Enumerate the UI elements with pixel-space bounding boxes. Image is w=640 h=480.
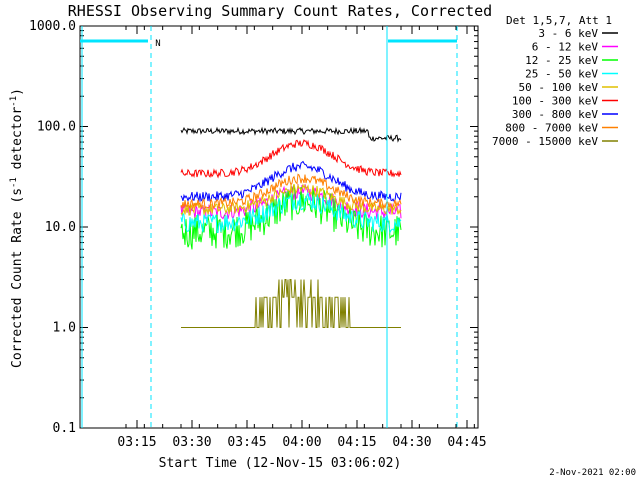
x-tick-label: 03:15: [117, 435, 156, 450]
series-line: [181, 279, 401, 328]
marker-n-label: N: [155, 39, 160, 49]
y-tick-label: 100.0: [37, 120, 76, 135]
series-line: [180, 173, 402, 210]
plot-area: 0.1 1.0 10.0 100.0 1000.0 03:15 03:30 03:45 04:0…: [29, 19, 487, 450]
footer-timestamp: 2-Nov-2021 02:00: [549, 468, 636, 478]
x-tick-label: 04:15: [337, 435, 376, 450]
legend-entry-label: 25 - 50 keV: [525, 68, 598, 81]
legend-entry-label: 12 - 25 keV: [525, 54, 598, 67]
y-tick-label: 10.0: [45, 220, 76, 235]
legend-entry-label: 50 - 100 keV: [519, 81, 599, 94]
legend-entry-label: 300 - 800 keV: [512, 108, 598, 121]
chart-title: RHESSI Observing Summary Count Rates, Co…: [68, 2, 492, 20]
series-line: [180, 160, 402, 203]
plot-frame: [79, 25, 479, 429]
legend-entry-label: 800 - 7000 keV: [505, 122, 598, 135]
series-line: [180, 126, 402, 143]
y-axis-label: Corrected Count Rate (s-1 detector-1): [9, 88, 25, 368]
x-tick-label: 03:45: [227, 435, 266, 450]
legend-entry-label: 6 - 12 keV: [532, 41, 599, 54]
x-tick-label: 03:30: [172, 435, 211, 450]
y-tick-label: 1.0: [53, 321, 76, 336]
y-tick-label: 0.1: [53, 421, 76, 436]
legend-entry-label: 3 - 6 keV: [538, 27, 598, 40]
series-line: [180, 139, 402, 179]
series-line: [180, 191, 402, 234]
x-axis-label: Start Time (12-Nov-15 03:06:02): [159, 456, 402, 471]
x-tick-label: 04:30: [392, 435, 431, 450]
legend-entry-label: 7000 - 15000 keV: [492, 135, 598, 148]
y-tick-label: 1000.0: [29, 19, 76, 34]
legend-header: Det 1,5,7, Att 1: [506, 14, 612, 27]
x-tick-label: 04:45: [447, 435, 486, 450]
legend-entry-label: 100 - 300 keV: [512, 95, 598, 108]
x-tick-label: 04:00: [282, 435, 321, 450]
